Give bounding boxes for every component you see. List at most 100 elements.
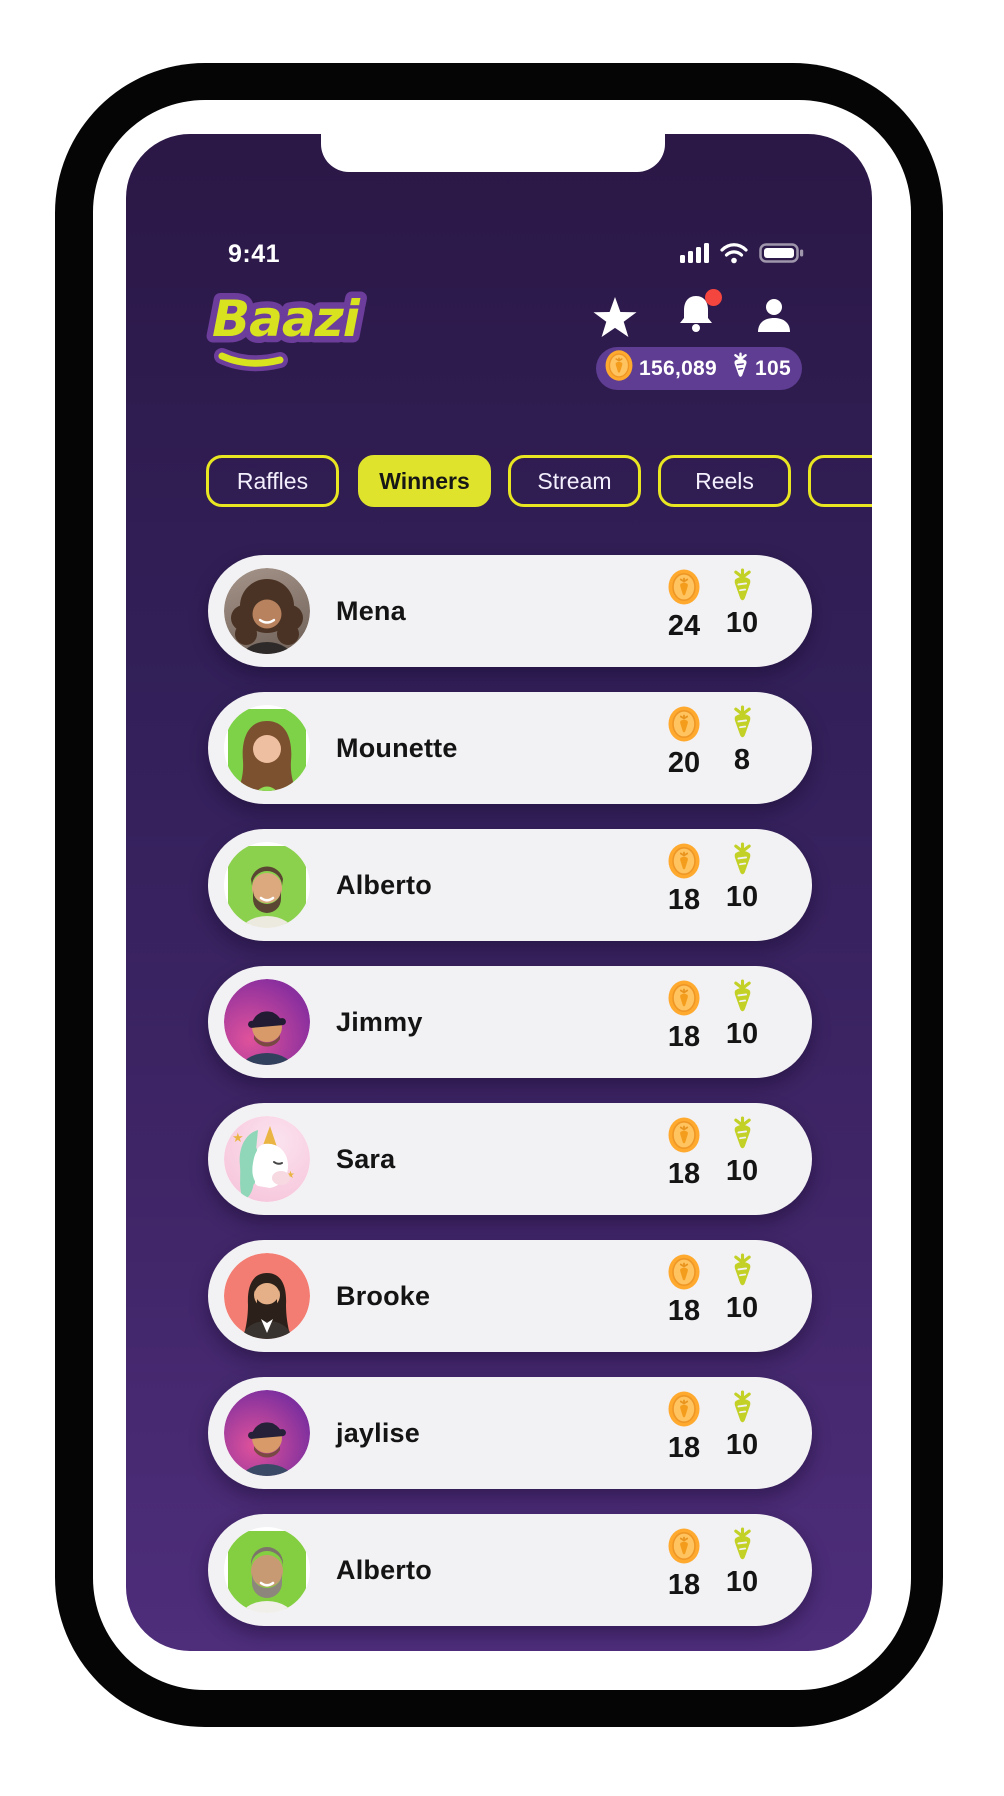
- profile-button[interactable]: [754, 296, 794, 339]
- svg-text:★: ★: [232, 1130, 244, 1145]
- signal-icon: [680, 243, 709, 263]
- avatar: [224, 705, 310, 791]
- coin-stat: 18: [648, 1116, 720, 1191]
- tab-partial-next[interactable]: [808, 455, 872, 507]
- tab-label: Reels: [695, 467, 754, 494]
- coin-icon: [667, 843, 701, 884]
- coin-count: 18: [667, 884, 701, 916]
- status-icons: [680, 242, 804, 264]
- winner-name: Jimmy: [336, 1006, 423, 1037]
- carrot-count: 10: [725, 1566, 759, 1598]
- phone-notch: [321, 134, 665, 172]
- winner-card[interactable]: Mounette 20 8: [208, 692, 812, 804]
- coin-stat: 18: [648, 1527, 720, 1602]
- coin-stat: 24: [648, 568, 720, 643]
- wallet-coins-value: 156,089: [639, 356, 718, 380]
- carrot-stat: 10: [710, 979, 774, 1051]
- profile-icon: [758, 299, 790, 332]
- winner-name: Sara: [336, 1143, 396, 1174]
- wallet-carrots-value: 105: [755, 356, 791, 380]
- tab-reels[interactable]: Reels: [658, 455, 791, 507]
- coin-stat: 18: [648, 1390, 720, 1465]
- app-screen: 9:41: [126, 134, 872, 1651]
- winner-card[interactable]: Brooke 18 10: [208, 1240, 812, 1352]
- carrot-stat: 10: [710, 1253, 774, 1325]
- carrot-count: 10: [725, 607, 759, 639]
- tab-label: Winners: [379, 467, 470, 494]
- app-logo: Baazi: [200, 274, 430, 389]
- tab-label: Stream: [537, 467, 612, 494]
- carrot-stat: 10: [710, 1390, 774, 1462]
- carrot-icon: [730, 1527, 755, 1566]
- coin-icon: [667, 706, 701, 747]
- carrot-icon: [730, 1116, 755, 1155]
- star-icon: [593, 297, 637, 337]
- carrot-icon: [730, 842, 755, 881]
- coin-icon: [667, 980, 701, 1021]
- avatar: [224, 1390, 310, 1476]
- avatar: [224, 842, 310, 928]
- notifications-button[interactable]: [674, 289, 722, 337]
- winner-name: jaylise: [336, 1417, 420, 1448]
- tab-label: Raffles: [236, 467, 309, 494]
- carrot-icon: [731, 352, 750, 385]
- coin-count: 18: [667, 1569, 701, 1601]
- tab-winners[interactable]: Winners: [358, 455, 491, 507]
- carrot-icon: [730, 705, 755, 744]
- coin-icon: [604, 349, 634, 388]
- carrot-count: 8: [733, 744, 751, 776]
- coin-icon: [667, 1117, 701, 1158]
- avatar: [224, 1253, 310, 1339]
- status-bar: 9:41: [126, 234, 872, 274]
- carrot-count: 10: [725, 881, 759, 913]
- wallet-pill[interactable]: 156,089 105: [596, 347, 802, 390]
- avatar: ★ ★: [224, 1116, 310, 1202]
- carrot-icon: [730, 568, 755, 607]
- winner-name: Mena: [336, 595, 406, 626]
- coin-icon: [667, 1254, 701, 1295]
- avatar: [224, 568, 310, 654]
- carrot-icon: [730, 1390, 755, 1429]
- tab-bar: Raffles Winners Stream Reels: [126, 455, 872, 511]
- battery-icon: [759, 243, 804, 263]
- svg-text:★: ★: [286, 1170, 295, 1181]
- coin-stat: 18: [648, 979, 720, 1054]
- favorites-button[interactable]: [592, 296, 638, 343]
- carrot-count: 10: [725, 1292, 759, 1324]
- winner-card[interactable]: jaylise 18 10: [208, 1377, 812, 1489]
- tab-raffles[interactable]: Raffles: [206, 455, 339, 507]
- winner-card[interactable]: Jimmy 18 10: [208, 966, 812, 1078]
- carrot-count: 10: [725, 1018, 759, 1050]
- bell-icon: [680, 296, 712, 332]
- winner-card[interactable]: Alberto 18 10: [208, 829, 812, 941]
- winner-name: Mounette: [336, 732, 458, 763]
- status-time: 9:41: [228, 240, 281, 268]
- coin-stat: 18: [648, 842, 720, 917]
- coin-count: 24: [667, 610, 701, 642]
- tab-stream[interactable]: Stream: [508, 455, 641, 507]
- coin-count: 18: [667, 1021, 701, 1053]
- winner-name: Brooke: [336, 1280, 431, 1311]
- carrot-icon: [730, 979, 755, 1018]
- carrot-stat: 10: [710, 842, 774, 914]
- coin-stat: 20: [648, 705, 720, 780]
- carrot-icon: [730, 1253, 755, 1292]
- avatar: [224, 979, 310, 1065]
- app-logo-text: Baazi: [212, 290, 361, 348]
- coin-count: 18: [667, 1295, 701, 1327]
- carrot-stat: 10: [710, 1527, 774, 1599]
- coin-icon: [667, 1391, 701, 1432]
- carrot-count: 10: [725, 1429, 759, 1461]
- notification-dot: [705, 289, 722, 306]
- carrot-stat: 10: [710, 568, 774, 640]
- coin-icon: [667, 569, 701, 610]
- winner-card[interactable]: Alberto 18 10: [208, 1514, 812, 1626]
- coin-count: 18: [667, 1432, 701, 1464]
- coin-icon: [667, 1528, 701, 1569]
- avatar: [224, 1527, 310, 1613]
- winner-card[interactable]: ★ ★ Sara 18 10: [208, 1103, 812, 1215]
- winner-card[interactable]: Mena 24 10: [208, 555, 812, 667]
- carrot-stat: 10: [710, 1116, 774, 1188]
- carrot-stat: 8: [710, 705, 774, 777]
